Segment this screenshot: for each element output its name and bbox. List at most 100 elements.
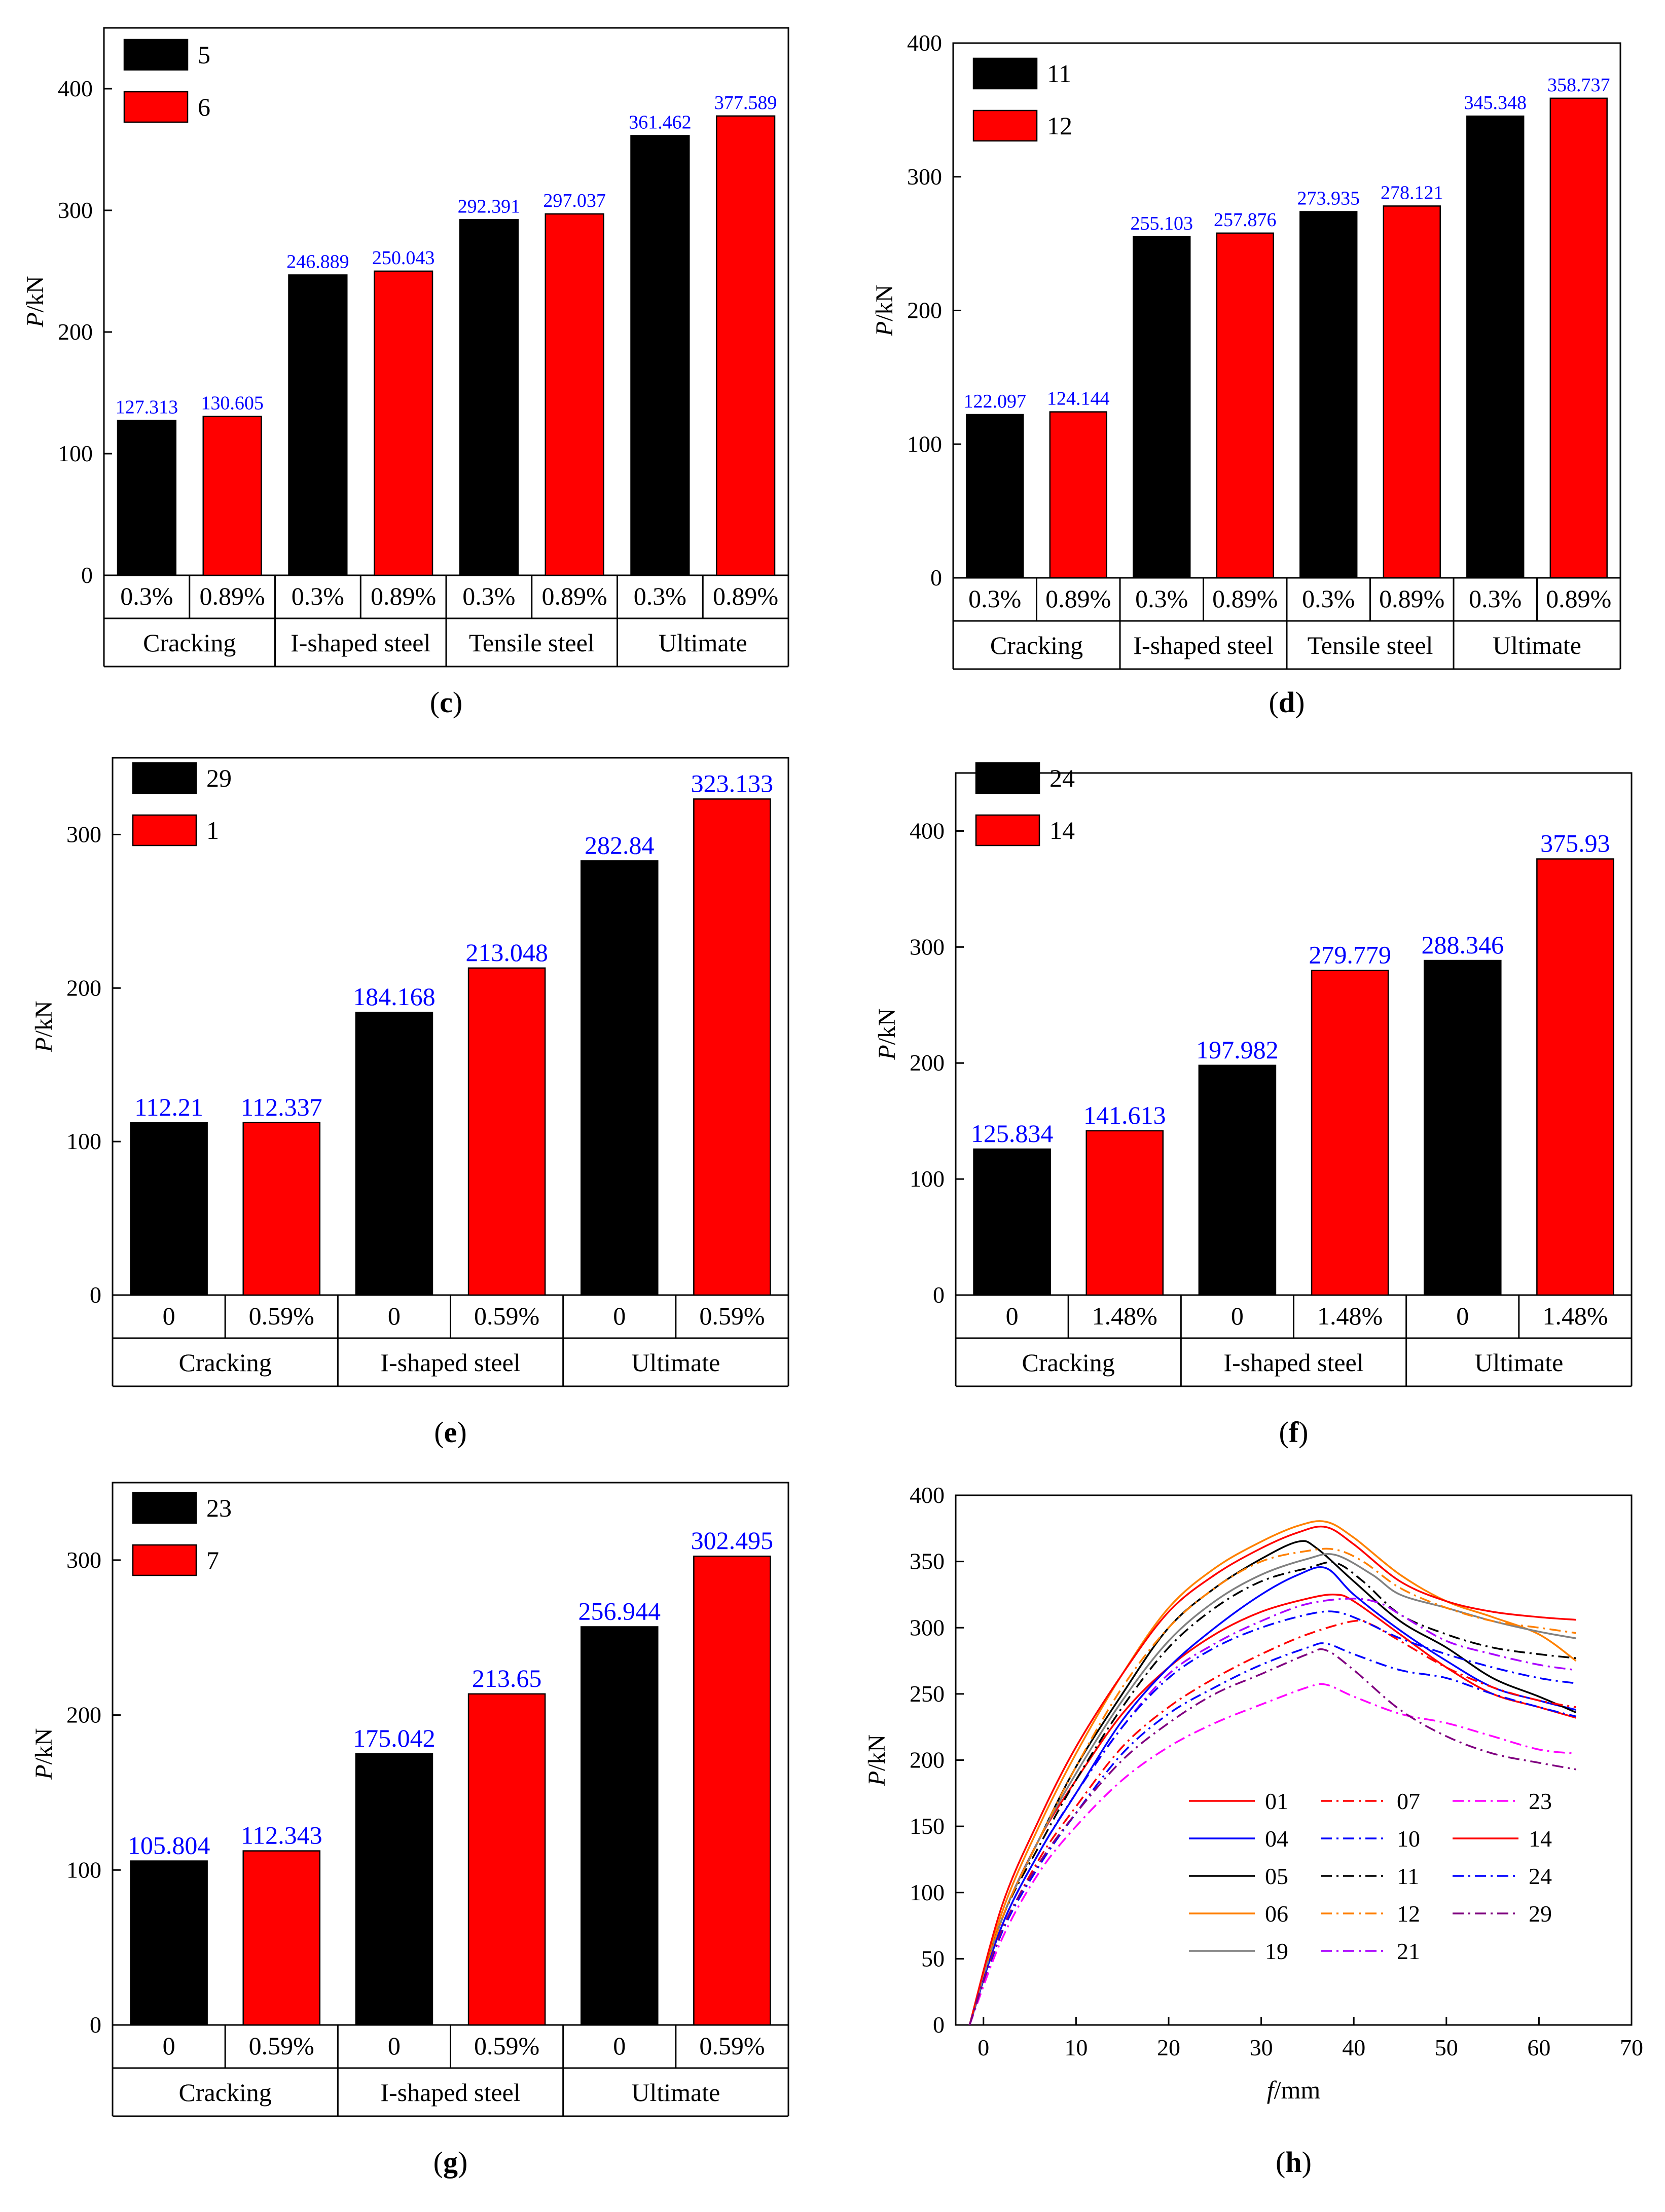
y-tick-label: 400 — [58, 76, 93, 101]
ratio-label: 0.3% — [968, 584, 1021, 613]
y-tick-label: 200 — [910, 1747, 945, 1773]
bar-value-label: 256.944 — [578, 1597, 661, 1625]
bar-value-label: 278.121 — [1381, 182, 1443, 203]
plot-frame — [955, 772, 1633, 1296]
x-tick-label: 60 — [1527, 2035, 1550, 2060]
legend-swatch — [972, 57, 1038, 90]
legend-label: 12 — [1047, 112, 1072, 140]
panel-caption: (c) — [430, 686, 462, 719]
y-tick-label: 100 — [66, 1857, 101, 1883]
y-axis-label-unit: /kN — [871, 285, 898, 321]
caption-paren: ) — [1295, 686, 1305, 719]
bar — [242, 1122, 321, 1296]
bar — [966, 414, 1024, 579]
y-tick-label: 300 — [66, 821, 101, 847]
bar — [467, 1693, 546, 2026]
caption-letter: h — [1285, 2146, 1301, 2179]
curve-14 — [968, 1525, 1576, 2025]
y-tick-label: 300 — [910, 1614, 945, 1640]
ratio-label: 0.3% — [1469, 584, 1522, 613]
bar — [580, 1626, 659, 2026]
bar-value-label: 361.462 — [629, 112, 692, 133]
bar-value-label: 358.737 — [1547, 75, 1610, 96]
ratio-label: 0.3% — [292, 582, 344, 610]
y-tick-label: 0 — [90, 2012, 101, 2038]
ratio-label: 0.59% — [699, 1302, 765, 1330]
legend-label: 04 — [1265, 1826, 1288, 1852]
caption-paren: ( — [1279, 1416, 1289, 1449]
legend-swatch — [972, 109, 1038, 142]
y-tick-label: 100 — [907, 431, 942, 457]
ratio-label: 0.89% — [542, 582, 607, 610]
caption-letter: e — [444, 1416, 457, 1449]
bar — [1133, 236, 1191, 579]
bar — [693, 798, 771, 1296]
x-tick-label: 20 — [1157, 2035, 1180, 2060]
bar-value-label: 130.605 — [201, 393, 264, 414]
bar — [1423, 960, 1502, 1296]
legend-swatch — [132, 762, 197, 794]
bar-value-label: 273.935 — [1297, 188, 1360, 209]
y-axis-label: P/kN — [30, 1001, 57, 1052]
x-axis-label-unit: /mm — [1274, 2076, 1321, 2104]
x-tick-label: 40 — [1342, 2035, 1365, 2060]
caption-paren: ) — [1298, 1416, 1308, 1449]
bar — [202, 416, 262, 576]
bar-value-label: 213.65 — [472, 1664, 542, 1692]
group-label: Cracking — [179, 2078, 272, 2107]
caption-paren: ) — [458, 2146, 467, 2179]
legend-swatch — [123, 39, 189, 71]
legend-label: 7 — [206, 1546, 219, 1574]
ratio-label: 1.48% — [1317, 1302, 1383, 1330]
panel-caption: (h) — [1276, 2146, 1312, 2179]
bar — [545, 213, 604, 576]
bar — [716, 115, 776, 576]
y-tick-label: 0 — [933, 2012, 945, 2038]
bar-value-label: 345.348 — [1464, 92, 1527, 114]
bar-value-label: 184.168 — [353, 982, 436, 1011]
group-label: Cracking — [143, 629, 236, 657]
legend-label: 01 — [1265, 1788, 1288, 1814]
y-tick-label: 100 — [66, 1128, 101, 1154]
legend-label: 06 — [1265, 1901, 1288, 1927]
panel-c: 0 100 200 300 400 P/kN 127.313 130.605 246.889 25… — [22, 27, 789, 719]
bar — [1549, 97, 1608, 579]
y-axis-label-unit: /kN — [22, 276, 49, 312]
x-tick-label: 10 — [1064, 2035, 1088, 2060]
y-tick-label: 300 — [910, 934, 945, 960]
bar — [1216, 232, 1274, 579]
group-label: Ultimate — [659, 629, 747, 657]
bar — [1536, 858, 1614, 1296]
ratio-label: 0 — [613, 2032, 626, 2060]
ratio-label: 0.59% — [474, 1302, 539, 1330]
curve-29 — [968, 1648, 1576, 2025]
panel-g: 0 100 200 300 P/kN 105.804 112.343 175.042 213.6… — [30, 1482, 789, 2179]
y-axis-label: P/kN — [30, 1728, 57, 1780]
bar-value-label: 288.346 — [1422, 931, 1504, 959]
group-label: Tensile steel — [469, 629, 595, 657]
ratio-label: 0.89% — [1379, 584, 1444, 613]
panel-caption: (e) — [434, 1416, 466, 1449]
y-tick-label: 150 — [910, 1813, 945, 1839]
y-tick-label: 0 — [933, 1282, 945, 1308]
caption-letter: d — [1279, 686, 1295, 719]
legend-swatch — [132, 814, 197, 846]
y-axis-label-symbol: P — [30, 1037, 57, 1052]
legend-label: 07 — [1397, 1788, 1420, 1814]
ratio-label: 0 — [388, 2032, 401, 2060]
ratio-label: 0.3% — [1302, 584, 1355, 613]
bar — [630, 135, 690, 576]
bar-value-label: 124.144 — [1047, 388, 1110, 410]
y-axis-label: P/kN — [874, 1008, 900, 1060]
bar — [1383, 205, 1441, 579]
bar-value-label: 213.048 — [465, 938, 548, 967]
bar — [1198, 1064, 1277, 1296]
legend-label: 19 — [1265, 1938, 1288, 1964]
bar-value-label: 112.337 — [241, 1093, 322, 1121]
bar-value-label: 246.889 — [286, 251, 349, 272]
ratio-label: 0.3% — [120, 582, 173, 610]
bar — [693, 1555, 771, 2026]
x-tick-label: 70 — [1620, 2035, 1643, 2060]
caption-paren: ( — [1276, 2146, 1285, 2179]
panel-h: 0 10 20 30 40 50 60 70050100150200250300350400f… — [863, 1482, 1643, 2179]
